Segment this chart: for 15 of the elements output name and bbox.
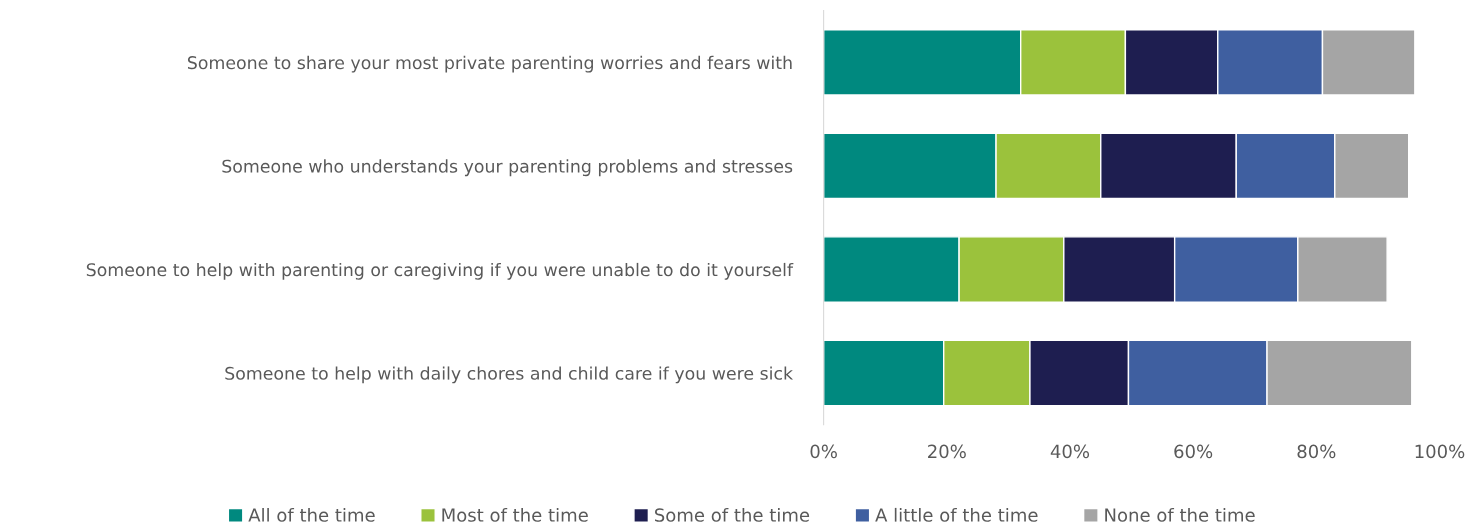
legend-label: Some of the time	[654, 507, 810, 522]
x-tick-label: 40%	[1050, 444, 1090, 459]
x-tick-label: 0%	[810, 444, 837, 459]
y-tick-label: Someone to help with parenting or caregiving if you were unable to do it yourself	[86, 262, 794, 280]
legend-label: None of the time	[1105, 507, 1255, 522]
x-tick-label: 80%	[1297, 444, 1336, 459]
x-tick-label: 100%	[1415, 444, 1465, 459]
x-tick-label: 60%	[1174, 444, 1213, 459]
legend-label: A little of the time	[875, 507, 1038, 522]
legend-label: All of the time	[248, 507, 375, 522]
legend-label: Most of the time	[442, 507, 588, 522]
x-tick-label: 20%	[928, 444, 966, 459]
y-tick-label: Someone to help with daily chores and child care if you were sick	[225, 366, 794, 384]
y-tick-label: Someone to share your most private parenting worries and fears with	[187, 55, 792, 73]
y-tick-label: Someone who understands your parenting problems and stresses	[222, 159, 793, 177]
